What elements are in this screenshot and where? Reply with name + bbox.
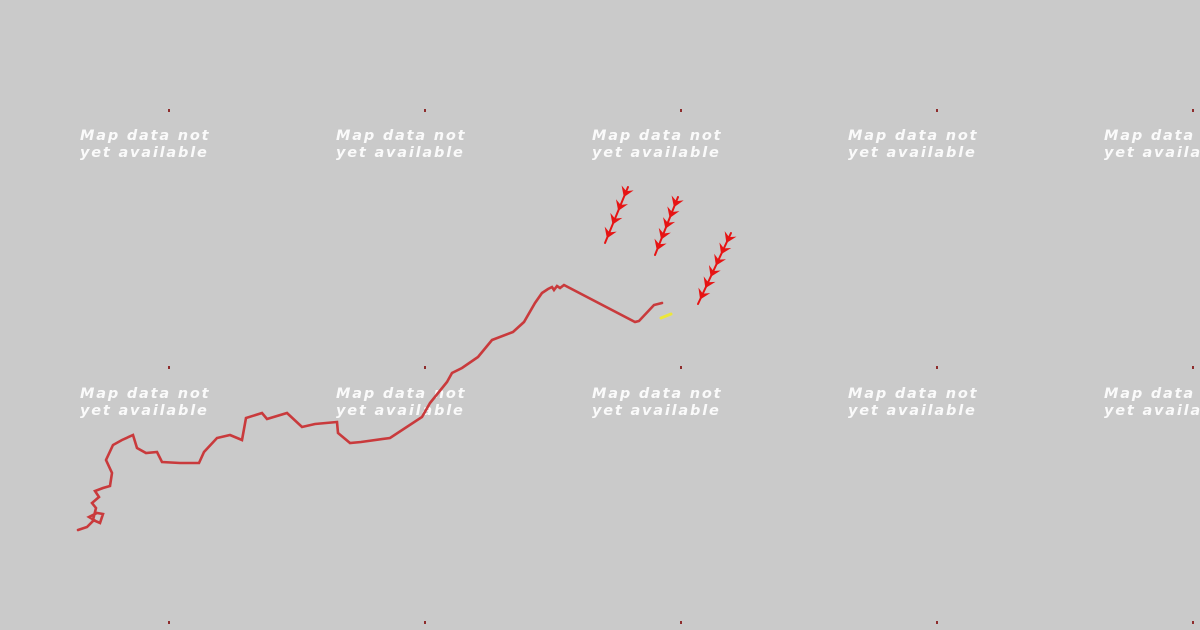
- tile-placeholder-label: Map data not yet available: [592, 128, 723, 161]
- tile-corner-mark: [168, 109, 170, 112]
- tile-corner-mark: [936, 366, 938, 369]
- direction-arrowhead: [719, 242, 732, 255]
- tile-corner-mark: [936, 621, 938, 624]
- direction-arrowhead: [703, 276, 716, 289]
- gps-track-path: [76, 283, 664, 532]
- segment-marker: [659, 312, 673, 320]
- direction-arrowhead: [615, 199, 628, 211]
- tile-corner-mark: [680, 109, 682, 112]
- tile-placeholder-label: Map data not yet available: [1104, 128, 1200, 161]
- tile-placeholder-label: Map data not yet available: [848, 386, 979, 419]
- direction-arrowhead: [658, 227, 671, 240]
- tile-placeholder-label: Map data not yet available: [848, 128, 979, 161]
- direction-arrowhead: [714, 253, 726, 266]
- direction-arrowhead: [604, 226, 617, 239]
- tile-corner-mark: [680, 366, 682, 369]
- tile-corner-mark: [168, 621, 170, 624]
- tile-corner-mark: [1192, 109, 1194, 112]
- tile-corner-mark: [936, 109, 938, 112]
- direction-arrowhead: [654, 238, 667, 251]
- direction-arrowhead: [667, 206, 680, 219]
- tile-corner-mark: [1192, 366, 1194, 369]
- direction-arrowhead: [724, 231, 737, 243]
- direction-arrowhead: [621, 185, 634, 198]
- direction-arrowhead: [671, 195, 684, 208]
- tile-placeholder-label: Map data not yet available: [80, 386, 211, 419]
- tile-placeholder-label: Map data not yet available: [592, 386, 723, 419]
- tile-corner-mark: [680, 621, 682, 624]
- direction-arrowhead: [610, 212, 623, 225]
- arrow-chain-spine: [697, 232, 732, 305]
- tile-corner-mark: [424, 621, 426, 624]
- tile-corner-mark: [1192, 621, 1194, 624]
- direction-arrowhead: [663, 217, 676, 229]
- tile-placeholder-label: Map data not yet available: [1104, 386, 1200, 419]
- tile-placeholder-label: Map data not yet available: [336, 128, 467, 161]
- tile-corner-mark: [424, 366, 426, 369]
- tile-placeholder-label: Map data not yet available: [80, 128, 211, 161]
- direction-arrowhead: [698, 287, 711, 300]
- tile-corner-mark: [424, 109, 426, 112]
- tile-corner-mark: [168, 366, 170, 369]
- direction-arrowhead: [708, 265, 721, 277]
